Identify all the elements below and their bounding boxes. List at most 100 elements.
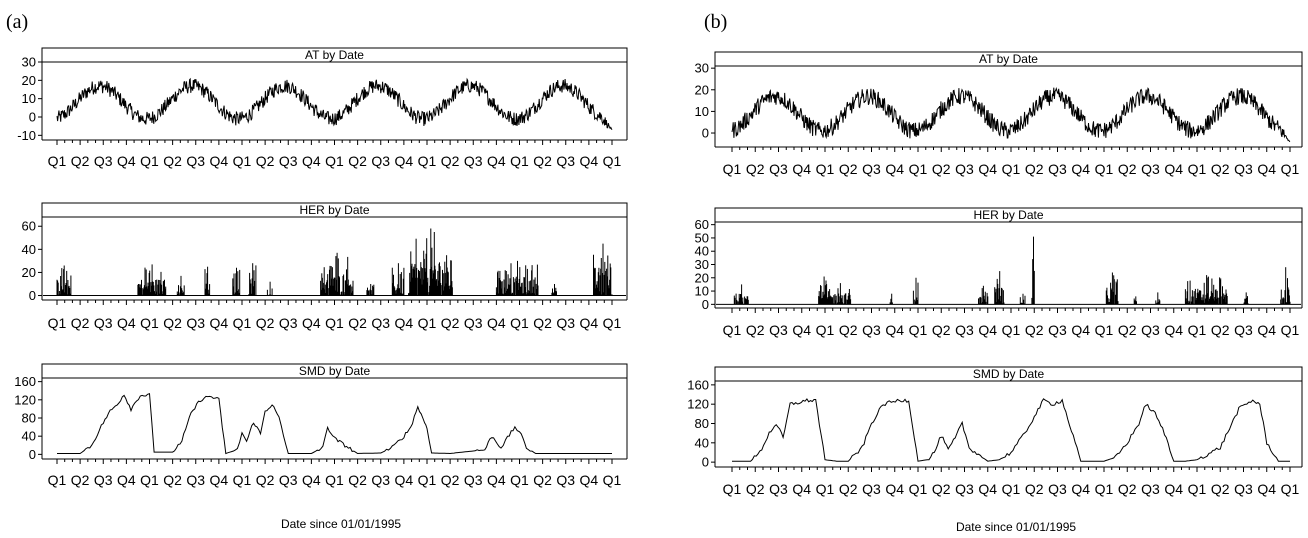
x-tick-label: Q3 (1234, 161, 1253, 177)
series-group (716, 236, 1301, 305)
x-tick-label: Q3 (1141, 481, 1160, 497)
y-tick-label: 20 (22, 73, 36, 88)
x-tick-label: Q4 (1071, 161, 1090, 177)
x-tick-label: Q2 (839, 481, 858, 497)
x-tick-label: Q1 (48, 153, 67, 169)
x-tick-label: Q3 (769, 481, 788, 497)
x-tick-label: Q3 (186, 315, 205, 331)
x-tick-label: Q4 (978, 481, 997, 497)
x-tick-label: Q2 (839, 161, 858, 177)
panel-a-x-caption: Date since 01/01/1995 (281, 517, 401, 531)
x-tick-label: Q3 (186, 472, 205, 488)
x-tick-label: Q4 (580, 315, 599, 331)
y-tick-label: 0 (29, 447, 36, 462)
x-tick-label: Q3 (371, 153, 390, 169)
x-tick-label: Q1 (1281, 481, 1300, 497)
x-tick-label: Q2 (163, 153, 182, 169)
x-tick-label: Q2 (163, 315, 182, 331)
x-tick-label: Q1 (510, 315, 529, 331)
x-tick-label: Q1 (603, 153, 622, 169)
x-tick-label: Q4 (487, 472, 506, 488)
x-tick-label: Q1 (140, 315, 159, 331)
y-tick-label: 40 (695, 435, 709, 450)
x-tick-label: Q2 (746, 481, 765, 497)
y-tick-label: 120 (687, 397, 709, 412)
x-tick-label: Q4 (885, 161, 904, 177)
chart-title: HER by Date (299, 203, 369, 217)
x-tick-label: Q1 (140, 153, 159, 169)
x-tick-label: Q1 (1095, 161, 1114, 177)
x-tick-label: Q2 (1118, 161, 1137, 177)
x-tick-label: Q1 (1002, 161, 1021, 177)
x-tick-label: Q2 (441, 153, 460, 169)
x-tick-label: Q2 (932, 322, 951, 338)
chart-title-strip (714, 366, 1303, 382)
x-tick-label: Q2 (533, 472, 552, 488)
x-tick-label: Q1 (1188, 322, 1207, 338)
x-tick-label: Q2 (1211, 161, 1230, 177)
x-tick-label: Q3 (862, 481, 881, 497)
x-tick-label: Q4 (978, 161, 997, 177)
x-tick-label: Q4 (487, 153, 506, 169)
x-tick-label: Q4 (1071, 322, 1090, 338)
y-tick-label: 40 (22, 429, 36, 444)
x-tick-label: Q3 (371, 472, 390, 488)
x-tick-label: Q1 (418, 153, 437, 169)
x-tick-label: Q4 (885, 322, 904, 338)
x-tick-label: Q3 (955, 322, 974, 338)
y-tick-label: 50 (695, 230, 709, 245)
series-group (56, 77, 613, 131)
x-tick-label: Q1 (1281, 322, 1300, 338)
series-group (732, 398, 1290, 462)
x-tick-label: Q3 (769, 322, 788, 338)
x-tick-label: Q2 (256, 472, 275, 488)
x-tick-label: Q3 (94, 153, 113, 169)
x-tick-label: Q1 (723, 481, 742, 497)
x-tick-label: Q1 (325, 153, 344, 169)
x-tick-label: Q3 (955, 481, 974, 497)
x-tick-label: Q3 (279, 315, 298, 331)
x-tick-label: Q3 (1234, 322, 1253, 338)
x-tick-label: Q1 (233, 153, 252, 169)
y-tick-label: 10 (695, 104, 709, 119)
x-tick-label: Q1 (48, 315, 67, 331)
x-tick-label: Q4 (580, 153, 599, 169)
x-tick-label: Q1 (325, 315, 344, 331)
chart-title-strip (41, 47, 628, 63)
x-tick-label: Q4 (1257, 322, 1276, 338)
x-tick-label: Q4 (395, 153, 414, 169)
x-tick-label: Q4 (1164, 322, 1183, 338)
x-tick-label: Q3 (1048, 481, 1067, 497)
chart-title-strip (41, 202, 628, 218)
x-tick-label: Q1 (418, 315, 437, 331)
x-tick-label: Q4 (395, 472, 414, 488)
series-group (57, 393, 612, 455)
y-tick-label: 60 (22, 219, 36, 234)
x-tick-label: Q2 (1025, 481, 1044, 497)
y-tick-label: 0 (29, 288, 36, 303)
x-tick-label: Q2 (256, 315, 275, 331)
x-tick-label: Q4 (1164, 161, 1183, 177)
x-tick-label: Q3 (556, 315, 575, 331)
x-tick-label: Q2 (163, 472, 182, 488)
y-tick-label: 20 (695, 82, 709, 97)
x-tick-label: Q2 (533, 153, 552, 169)
y-tick-label: 40 (22, 242, 36, 257)
x-tick-label: Q4 (1257, 481, 1276, 497)
y-tick-label: 0 (702, 126, 709, 141)
x-tick-label: Q2 (441, 315, 460, 331)
x-tick-label: Q1 (816, 161, 835, 177)
x-tick-label: Q4 (117, 472, 136, 488)
x-tick-label: Q1 (1188, 161, 1207, 177)
y-tick-label: -10 (17, 128, 36, 143)
x-tick-label: Q1 (1002, 322, 1021, 338)
x-tick-label: Q3 (862, 161, 881, 177)
y-tick-label: 0 (702, 297, 709, 312)
x-tick-label: Q3 (371, 315, 390, 331)
y-tick-label: 60 (695, 217, 709, 232)
x-tick-label: Q1 (510, 472, 529, 488)
x-tick-label: Q1 (603, 472, 622, 488)
